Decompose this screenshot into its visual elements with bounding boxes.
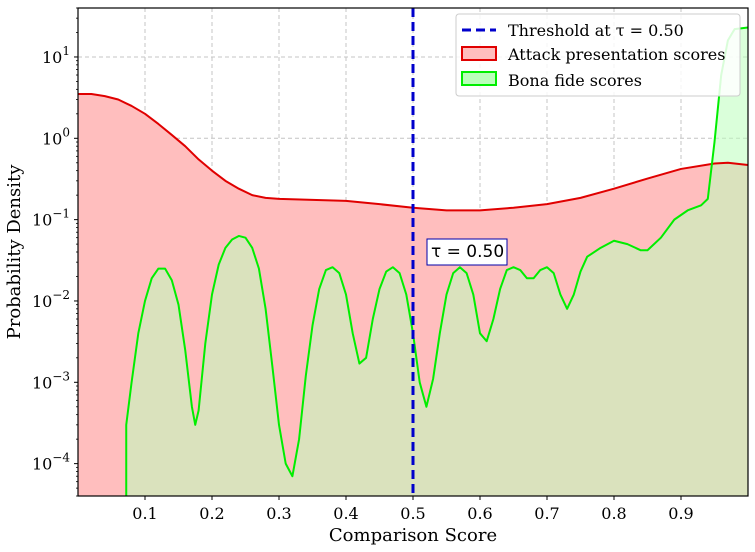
legend-box — [455, 13, 741, 97]
y-axis-label: Probability Density — [4, 164, 25, 340]
y-tick-label-5: 101 — [42, 44, 70, 67]
legend-label-attack: Attack presentation scores — [507, 45, 725, 64]
x-axis-ticks: 0.1 0.2 0.3 0.4 0.5 0.6 0.7 0.8 0.9 — [132, 496, 694, 523]
legend-label-threshold: Threshold at τ = 0.50 — [508, 21, 684, 40]
legend-label-bona-fide: Bona fide scores — [508, 71, 642, 90]
x-axis-label: Comparison Score — [329, 525, 497, 546]
y-tick-label-4: 100 — [42, 125, 70, 148]
y-axis-ticks: 10−4 10−3 10−2 10−1 100 101 — [32, 7, 78, 497]
x-tick-label-5: 0.6 — [467, 504, 492, 523]
threshold-annotation: τ = 0.50 — [426, 238, 508, 266]
series-line-1 — [125, 26, 749, 496]
x-tick-label-0: 0.1 — [132, 504, 157, 523]
x-tick-label-2: 0.3 — [266, 504, 291, 523]
y-tick-label-1: 10−3 — [32, 369, 70, 392]
x-tick-label-3: 0.4 — [333, 504, 358, 523]
threshold-annotation-box — [426, 238, 508, 266]
y-tick-label-3: 10−1 — [32, 207, 70, 230]
series-line-0 — [78, 93, 749, 212]
legend-swatch-attack — [461, 46, 497, 61]
legend-swatch-bona-fide — [461, 71, 497, 86]
x-tick-label-6: 0.7 — [534, 504, 559, 523]
x-tick-label-7: 0.8 — [601, 504, 626, 523]
x-tick-label-8: 0.9 — [668, 504, 693, 523]
legend: Threshold at τ = 0.50 Attack presentatio… — [455, 13, 741, 97]
y-tick-label-2: 10−2 — [32, 288, 70, 311]
x-tick-label-1: 0.2 — [199, 504, 224, 523]
threshold-annotation-text: τ = 0.50 — [431, 242, 504, 262]
x-tick-label-4: 0.5 — [400, 504, 425, 523]
series-fill-1 — [126, 27, 749, 497]
y-tick-label-0: 10−4 — [32, 451, 70, 474]
